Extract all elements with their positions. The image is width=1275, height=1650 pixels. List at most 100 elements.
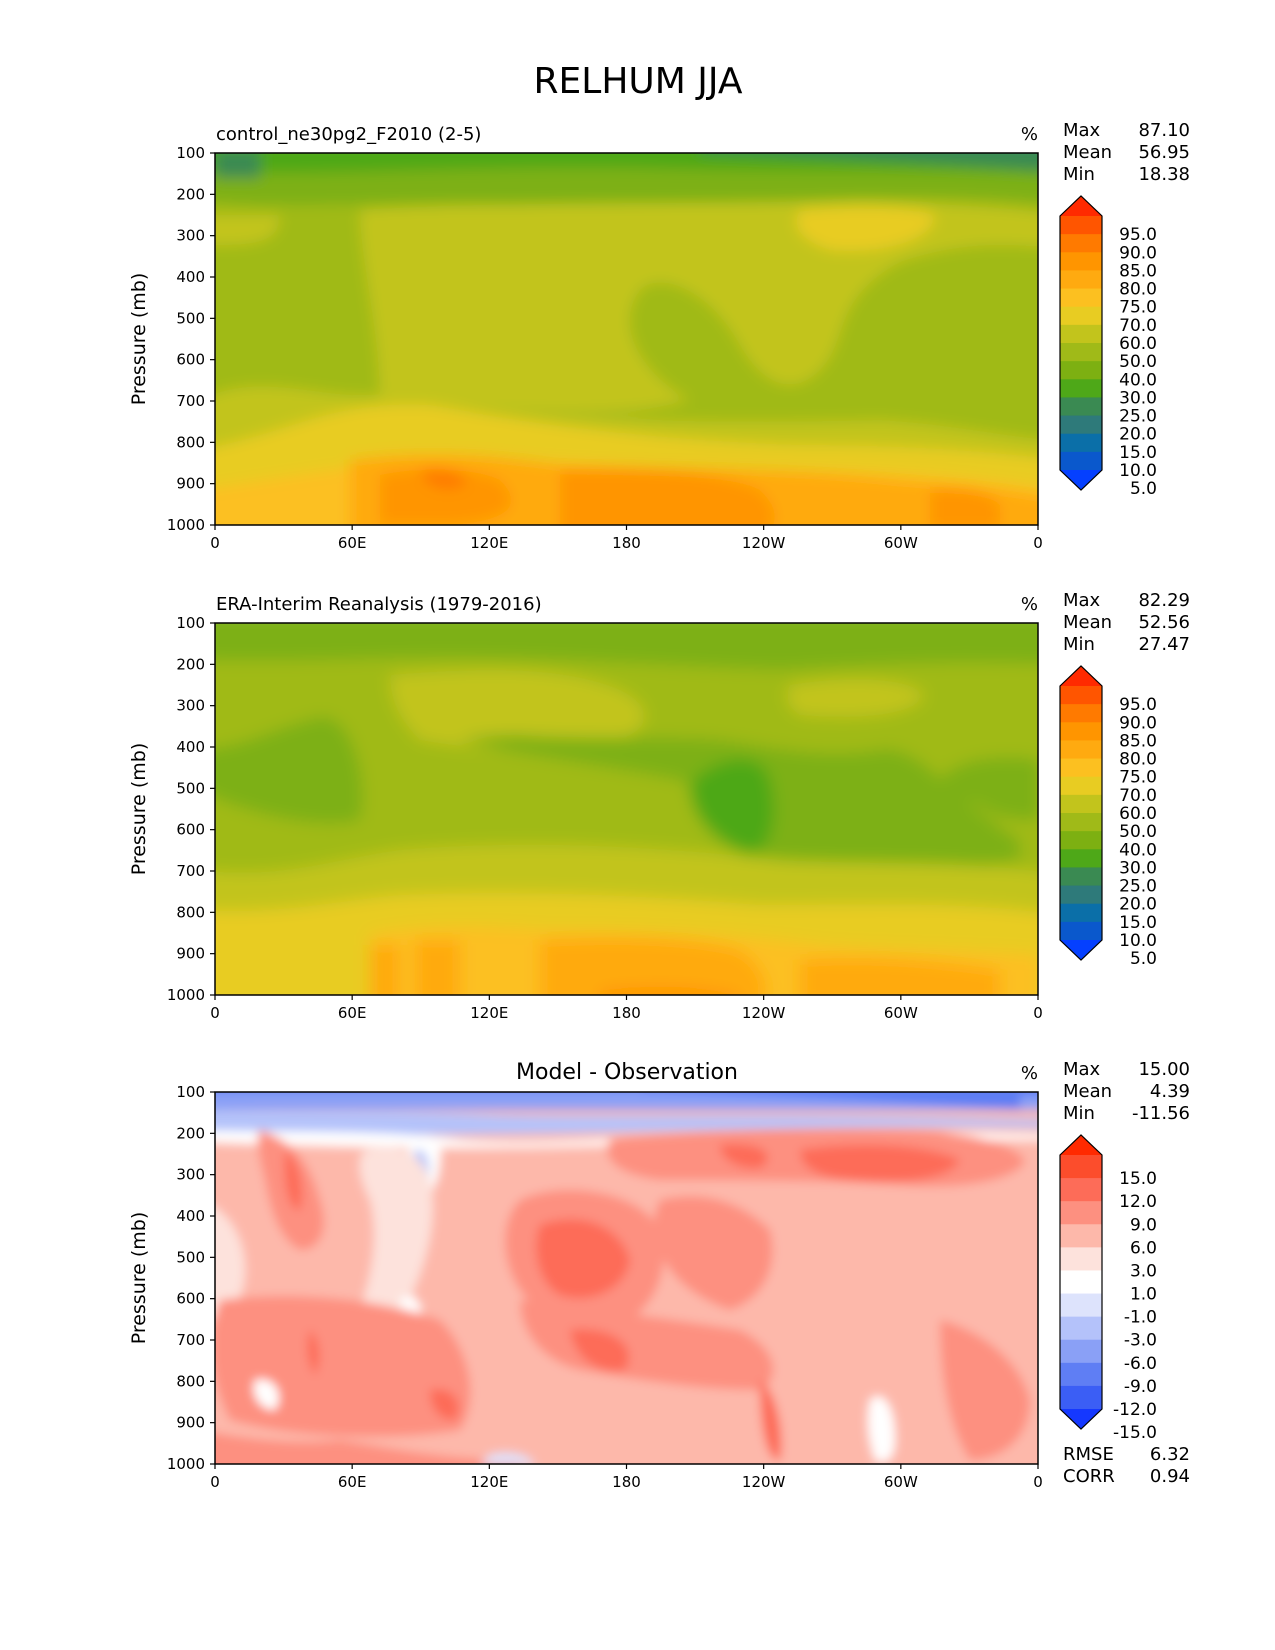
model-colorbar-upper-extension xyxy=(1060,196,1102,216)
observation-colorbar-label: 15.0 xyxy=(1119,913,1157,933)
model-colorbar-swatch xyxy=(1060,379,1102,399)
page-title: RELHUM JJA xyxy=(534,61,743,102)
model-colorbar-label: 85.0 xyxy=(1119,261,1157,281)
difference-stat-mean-label: Mean xyxy=(1063,1081,1112,1102)
model-colorbar-label: 50.0 xyxy=(1119,352,1157,372)
model-stat-max-label: Max xyxy=(1063,120,1101,141)
model-ytick-label: 200 xyxy=(176,185,205,203)
observation-stats: Max 82.29 Mean 52.56 Min 27.47 xyxy=(1063,590,1190,655)
observation-colorbar-label: 5.0 xyxy=(1130,949,1157,969)
difference-ytick-label: 800 xyxy=(176,1372,205,1390)
difference-units: % xyxy=(1021,1063,1038,1084)
observation-xtick-label: 0 xyxy=(210,1004,220,1022)
observation-colorbar-label: 70.0 xyxy=(1119,786,1157,806)
observation-colorbar-label: 30.0 xyxy=(1119,858,1157,878)
difference-rmse-label: RMSE xyxy=(1063,1444,1114,1465)
difference-colorbar-swatch xyxy=(1060,1270,1102,1295)
difference-colorbar-swatch xyxy=(1060,1178,1102,1202)
difference-stats: Max 15.00 Mean 4.39 Min -11.56 xyxy=(1063,1059,1190,1124)
model-colorbar-label: 30.0 xyxy=(1119,388,1157,408)
model-ytick-label: 900 xyxy=(176,475,205,493)
model-colorbar-swatch xyxy=(1060,343,1102,362)
observation-colorbar-label: 10.0 xyxy=(1119,931,1157,951)
observation-colorbar: 95.090.085.080.075.070.060.050.040.030.0… xyxy=(1059,665,1157,969)
difference-colorbar-label: 9.0 xyxy=(1130,1215,1157,1235)
model-colorbar-swatch xyxy=(1060,433,1102,453)
difference-axes: 100 200 300 400 500 600 700 800 900 1000 0 60E 120E 1… xyxy=(167,1083,1043,1491)
observation-colorbar-swatch xyxy=(1060,794,1102,814)
difference-ylabel: Pressure (mb) xyxy=(128,1212,150,1345)
observation-colorbar-label: 20.0 xyxy=(1119,895,1157,915)
model-colorbar-label: 80.0 xyxy=(1119,280,1157,300)
model-colorbar-label: 90.0 xyxy=(1119,243,1157,263)
model-colorbar-label: 5.0 xyxy=(1130,479,1157,499)
difference-colorbar-swatch xyxy=(1060,1224,1102,1248)
observation-ytick-label: 700 xyxy=(176,862,205,880)
observation-colorbar-label: 50.0 xyxy=(1119,822,1157,842)
difference-colorbar-label: -9.0 xyxy=(1124,1377,1157,1397)
difference-colorbar-swatch xyxy=(1060,1201,1102,1225)
difference-colorbar-label: -12.0 xyxy=(1113,1400,1157,1420)
difference-xtick-label: 0 xyxy=(210,1473,220,1491)
observation-colorbar-label: 25.0 xyxy=(1119,877,1157,897)
panel-observation: ERA-Interim Reanalysis (1979-2016) % Pre… xyxy=(128,590,1190,1022)
model-stats: Max 87.10 Mean 56.95 Min 18.38 xyxy=(1063,120,1190,185)
difference-ytick-label: 1000 xyxy=(167,1455,205,1473)
observation-colorbar-label: 40.0 xyxy=(1119,840,1157,860)
model-ytick-label: 300 xyxy=(176,227,205,245)
model-colorbar-label: 20.0 xyxy=(1119,425,1157,445)
difference-colorbar-label: -15.0 xyxy=(1113,1423,1157,1443)
model-stat-mean-label: Mean xyxy=(1063,142,1112,163)
observation-colorbar-swatch xyxy=(1060,740,1102,760)
observation-colorbar-outline xyxy=(1059,665,1103,961)
observation-colorbar-swatch xyxy=(1060,921,1102,941)
model-ytick-label: 400 xyxy=(176,268,205,286)
difference-colorbar-swatch xyxy=(1060,1316,1102,1341)
observation-xtick-label: 60E xyxy=(338,1004,367,1022)
observation-colorbar-label: 90.0 xyxy=(1119,713,1157,733)
difference-xtick-label: 60E xyxy=(338,1473,367,1491)
observation-colorbar-label: 60.0 xyxy=(1119,804,1157,824)
observation-stat-max-label: Max xyxy=(1063,590,1101,611)
model-ytick-label: 700 xyxy=(176,392,205,410)
observation-stat-mean-label: Mean xyxy=(1063,612,1112,633)
panel-difference: Model - Observation % Pressure (mb) Max … xyxy=(128,1059,1190,1491)
observation-stat-min-label: Min xyxy=(1063,634,1095,655)
difference-xtick-label: 0 xyxy=(1033,1473,1043,1491)
difference-colorbar-label: 15.0 xyxy=(1119,1169,1157,1189)
observation-colorbar-swatch xyxy=(1060,704,1102,723)
model-xtick-label: 0 xyxy=(210,534,220,552)
model-colorbar-swatch xyxy=(1060,451,1102,471)
observation-axes: 100 200 300 400 500 600 700 800 900 1000 0 60E 120E 1… xyxy=(167,614,1043,1022)
observation-colorbar-swatch xyxy=(1060,686,1102,705)
difference-colorbar-swatch xyxy=(1060,1339,1102,1364)
model-colorbar: 95.090.085.080.075.070.060.050.040.030.0… xyxy=(1059,195,1157,499)
difference-corr-value: 0.94 xyxy=(1150,1466,1190,1487)
observation-colorbar-label: 75.0 xyxy=(1119,768,1157,788)
observation-ytick-label: 300 xyxy=(176,697,205,715)
difference-ytick-label: 100 xyxy=(176,1083,205,1101)
observation-colorbar-label: 85.0 xyxy=(1119,731,1157,751)
difference-xtick-label: 60W xyxy=(884,1473,918,1491)
observation-colorbar-swatch xyxy=(1060,813,1102,832)
observation-colorbar-swatch xyxy=(1060,867,1102,887)
model-colorbar-label: 95.0 xyxy=(1119,225,1157,245)
observation-stat-min-value: 27.47 xyxy=(1138,634,1190,655)
observation-xtick-label: 0 xyxy=(1033,1004,1043,1022)
observation-contour-field xyxy=(215,623,1038,995)
model-xtick-label: 120W xyxy=(742,534,786,552)
model-ytick-label: 600 xyxy=(176,351,205,369)
difference-colorbar-label: -6.0 xyxy=(1124,1354,1157,1374)
model-stat-min-label: Min xyxy=(1063,164,1095,185)
model-ytick-label: 800 xyxy=(176,433,205,451)
observation-stat-max-value: 82.29 xyxy=(1138,590,1190,611)
difference-colorbar: 15.0 12.0 9.0 6.0 3.0 1.0 -1.0 -3.0 -6.0 -9.0 -12.… xyxy=(1059,1134,1157,1443)
model-title: control_ne30pg2_F2010 (2-5) xyxy=(216,124,481,145)
model-xtick-label: 120E xyxy=(470,534,508,552)
model-colorbar-swatch xyxy=(1060,324,1102,344)
model-colorbar-swatch xyxy=(1060,234,1102,253)
panel-model: control_ne30pg2_F2010 (2-5) % Pressure (… xyxy=(128,120,1190,552)
observation-ytick-label: 200 xyxy=(176,655,205,673)
difference-stat-max-value: 15.00 xyxy=(1138,1059,1190,1080)
difference-colorbar-outline xyxy=(1059,1134,1103,1430)
